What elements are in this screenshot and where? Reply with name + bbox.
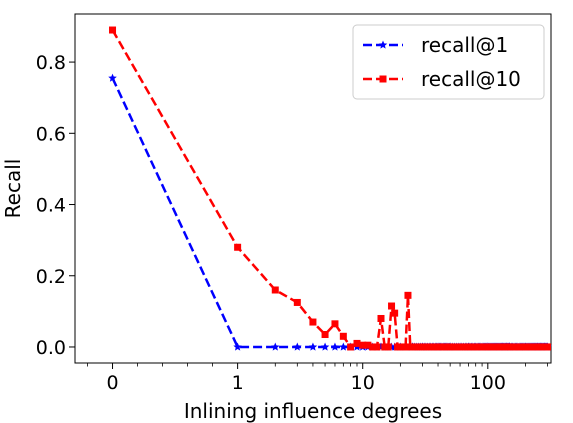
data-point — [293, 342, 302, 351]
y-axis-label: Recall — [1, 159, 25, 219]
data-point — [233, 342, 242, 351]
data-point — [339, 342, 348, 351]
y-tick-label: 0.8 — [36, 52, 66, 74]
data-point — [353, 339, 361, 347]
data-point — [377, 314, 385, 322]
data-point — [271, 286, 279, 294]
data-point — [321, 331, 329, 339]
data-point — [331, 320, 339, 328]
data-point — [359, 341, 367, 349]
data-point — [369, 343, 377, 351]
legend-swatch-marker — [378, 40, 388, 49]
series-layer — [108, 26, 552, 351]
data-point — [543, 343, 551, 351]
x-tick-label: 0 — [106, 372, 118, 394]
data-point — [293, 298, 301, 306]
data-point — [373, 343, 381, 351]
data-point — [404, 291, 412, 299]
legend-entry-label: recall@1 — [421, 33, 508, 57]
series-line — [111, 77, 548, 349]
legend-entry-label: recall@10 — [421, 67, 521, 91]
data-point — [309, 318, 317, 326]
data-point — [402, 343, 410, 351]
legend: recall@1 recall@10 — [352, 24, 545, 100]
data-point — [388, 302, 396, 310]
data-point — [330, 342, 340, 351]
data-point — [308, 342, 318, 351]
y-tick-label: 0.6 — [36, 123, 66, 145]
data-point — [364, 341, 372, 349]
data-point — [339, 332, 347, 340]
data-point — [384, 343, 392, 351]
series-recall@10 — [109, 26, 551, 351]
data-point — [320, 342, 330, 351]
data-point — [108, 73, 117, 82]
x-axis-label: Inlining influence degrees — [184, 399, 442, 423]
x-tick-label: 10 — [351, 372, 375, 394]
y-axis-ticks: 0.0 0.2 0.4 0.6 0.8 — [36, 52, 75, 359]
data-point — [109, 26, 117, 34]
legend-swatch-marker — [379, 75, 387, 83]
data-point — [271, 342, 280, 351]
data-point — [347, 343, 355, 351]
legend-box — [352, 24, 545, 100]
x-tick-label: 100 — [470, 372, 506, 394]
y-tick-label: 0.2 — [36, 266, 66, 288]
x-tick-label: 1 — [232, 372, 244, 394]
x-axis-ticks: 0 1 10 100 — [87, 363, 548, 394]
data-point — [391, 309, 399, 317]
data-point — [381, 343, 389, 351]
data-point — [234, 243, 242, 251]
series-recall@1 — [108, 73, 552, 351]
y-tick-label: 0.4 — [36, 195, 66, 217]
y-tick-label: 0.0 — [36, 337, 66, 359]
